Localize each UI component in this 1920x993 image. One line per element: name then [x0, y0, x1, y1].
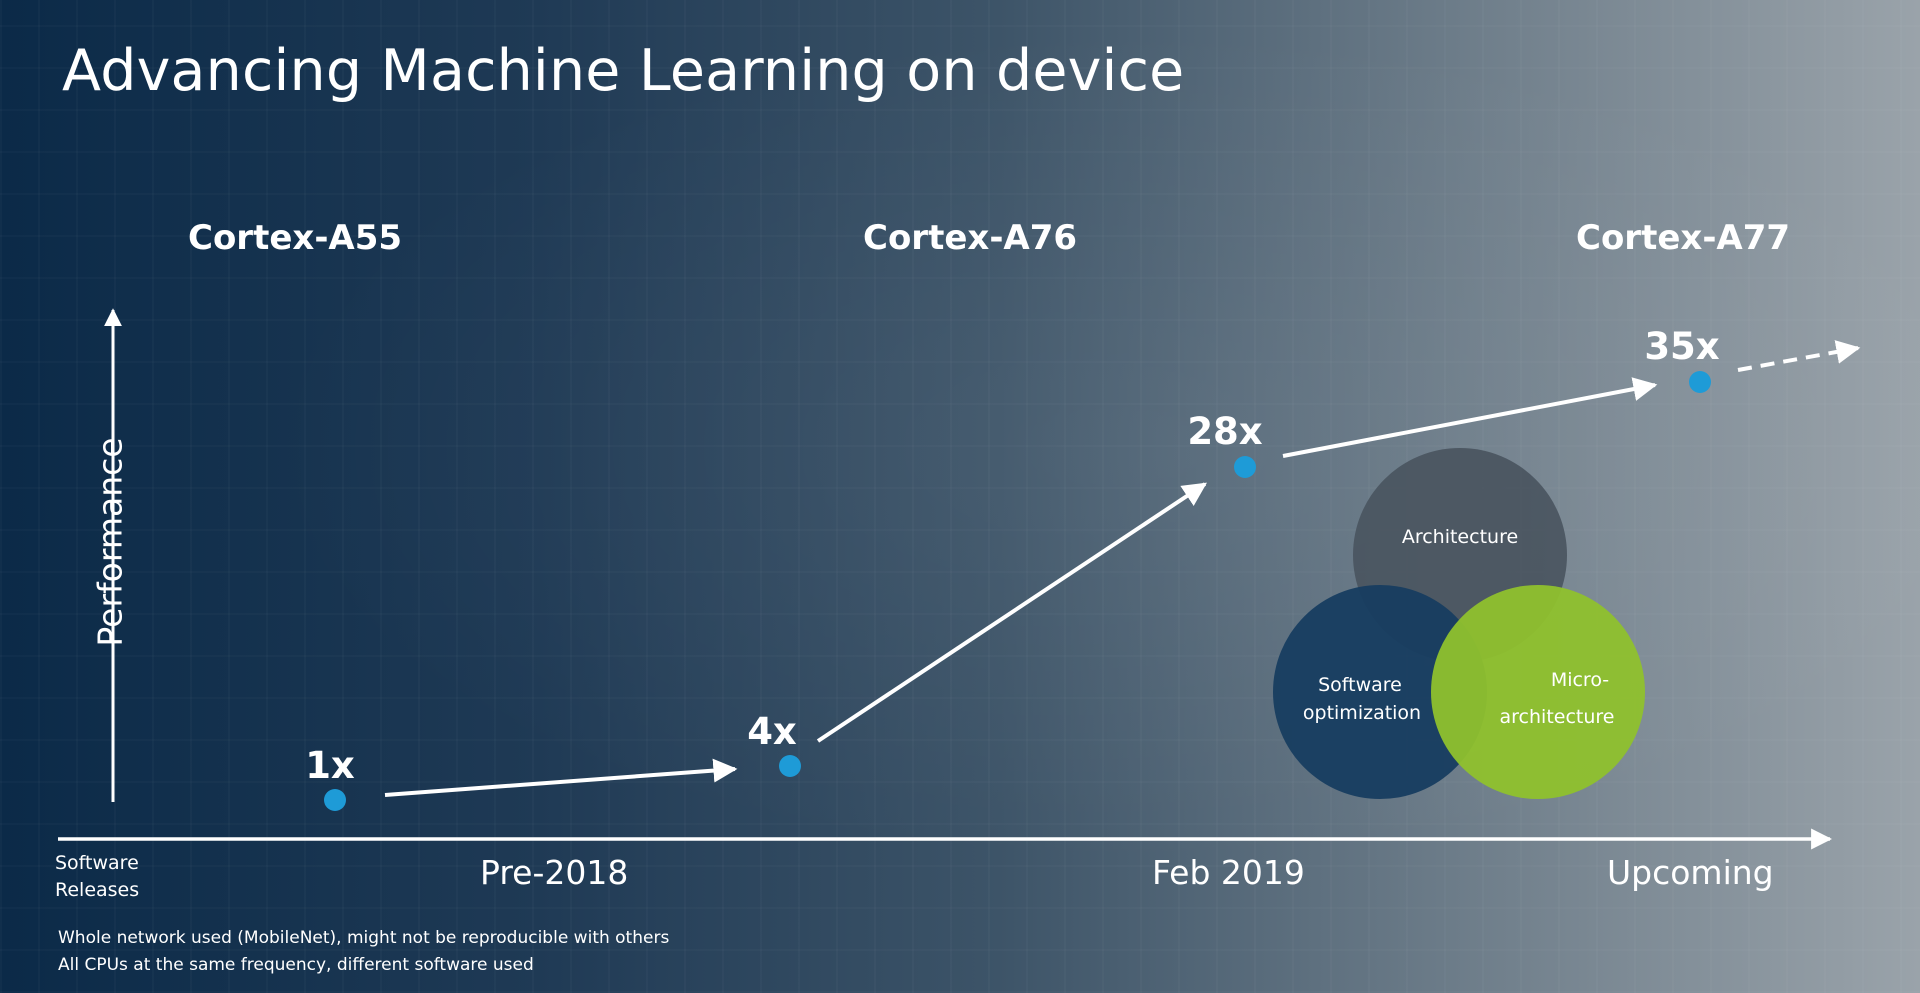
data-label-35x: 35x — [1644, 325, 1719, 368]
trend-arrow-2-to-3 — [816, 482, 1207, 743]
x-axis-label: Software Releases — [55, 850, 139, 904]
period-label-upcoming: Upcoming — [1607, 853, 1774, 892]
cpu-label-a55: Cortex-A55 — [188, 218, 403, 258]
cpu-label-a76: Cortex-A76 — [863, 218, 1078, 258]
venn-label-software-line-1: Software — [1318, 674, 1402, 696]
period-label-feb-2019: Feb 2019 — [1152, 853, 1305, 892]
trend-arrow-3-to-4 — [1282, 377, 1658, 458]
data-label-1x: 1x — [305, 744, 355, 787]
venn-label-software-line-2: optimization — [1303, 702, 1421, 724]
period-label-pre-2018: Pre-2018 — [480, 853, 629, 892]
venn-circle-micro-architecture — [1431, 585, 1645, 799]
venn-circle-software-optimization — [1273, 585, 1487, 799]
data-label-4x: 4x — [747, 710, 797, 753]
x-axis-label-line-2: Releases — [55, 879, 140, 901]
venn-label-micro-line-2: architecture — [1500, 706, 1615, 728]
data-point-28x — [1234, 456, 1256, 478]
data-point-4x — [779, 755, 801, 777]
trend-arrow-upcoming — [1737, 340, 1861, 372]
data-point-35x — [1689, 371, 1711, 393]
venn-label-architecture: Architecture — [1402, 526, 1518, 548]
slide-title: Advancing Machine Learning on device — [62, 38, 1185, 104]
data-label-28x: 28x — [1187, 410, 1262, 453]
cpu-label-a77: Cortex-A77 — [1576, 218, 1791, 258]
footnote-1: Whole network used (MobileNet), might no… — [58, 928, 670, 948]
venn-diagram: Architecture Software optimization Micro… — [1273, 448, 1645, 799]
data-point-1x — [324, 789, 346, 811]
venn-label-micro-line-1: Micro- — [1551, 669, 1609, 691]
trend-arrow-1-to-2 — [384, 758, 738, 797]
x-axis-label-line-1: Software — [55, 852, 139, 874]
footnote-2: All CPUs at the same frequency, differen… — [58, 955, 534, 975]
data-points: 1x 4x 28x 35x — [305, 325, 1720, 811]
trend-arrows — [384, 340, 1861, 797]
